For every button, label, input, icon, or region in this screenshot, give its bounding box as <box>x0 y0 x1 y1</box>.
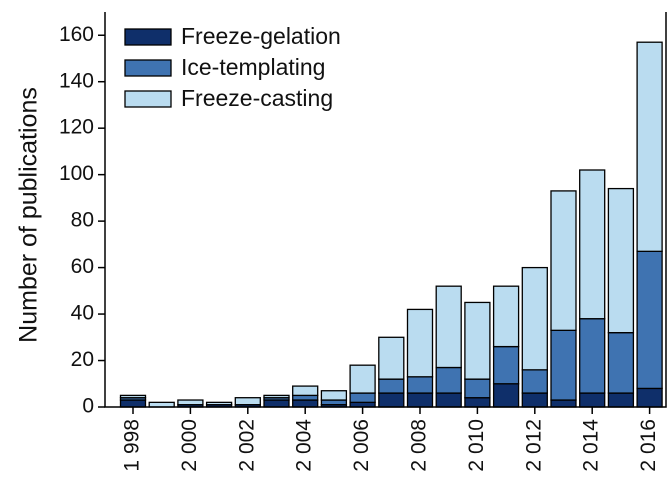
legend-label: Ice-templating <box>181 54 325 80</box>
bar-segment <box>378 378 405 394</box>
bar-segment <box>464 378 491 399</box>
x-tick-label: 2 004 <box>293 419 316 472</box>
bar-segment <box>234 397 261 406</box>
bar-segment <box>636 41 663 252</box>
bar-segment <box>205 401 233 406</box>
legend-swatch <box>124 59 172 77</box>
bar-segment <box>579 392 606 408</box>
bar-segment <box>177 399 204 406</box>
legend-swatch <box>124 90 172 108</box>
x-tick-label: 2 010 <box>465 419 488 472</box>
bar-segment <box>263 399 290 408</box>
x-tick-label: 2 012 <box>522 419 545 472</box>
bar-segment <box>435 366 462 394</box>
bar-segment <box>119 394 147 399</box>
bar-segment <box>320 390 348 401</box>
y-tick-label: 120 <box>59 116 94 139</box>
bar-segment <box>607 331 635 394</box>
x-tick-label: 2 002 <box>235 419 258 472</box>
bar-segment <box>119 399 147 408</box>
bar-segment <box>636 250 663 390</box>
y-tick-label: 160 <box>59 23 94 46</box>
bar-segment <box>464 397 491 408</box>
bar-segment <box>521 369 548 394</box>
bar-segment <box>349 392 376 404</box>
bar-segment <box>406 308 434 378</box>
legend-label: Freeze-gelation <box>181 23 341 49</box>
bar-segment <box>435 392 462 408</box>
bar-segment <box>579 169 606 320</box>
bar-segment <box>406 392 434 408</box>
y-axis-label: Number of publications <box>15 87 43 343</box>
bar-segment <box>492 383 520 408</box>
bar-segment <box>550 190 577 331</box>
bar-segment <box>521 266 548 371</box>
bar-segment <box>607 392 635 408</box>
y-tick-label: 80 <box>71 209 94 232</box>
bar-segment <box>378 392 405 408</box>
bar-segment <box>550 329 577 401</box>
bar-segment <box>378 336 405 380</box>
x-tick-label: 2 014 <box>580 419 603 472</box>
x-tick-label: 2 000 <box>178 419 201 472</box>
x-tick-label: 2 006 <box>350 419 373 472</box>
x-tick-label: 1 998 <box>121 419 144 472</box>
bar-segment <box>292 385 319 397</box>
bar-segment <box>263 394 290 399</box>
bar-segment <box>636 387 663 408</box>
bar-segment <box>349 364 376 394</box>
bar-segment <box>607 187 635 334</box>
bar-segment <box>406 376 434 394</box>
y-tick-label: 20 <box>71 348 94 371</box>
axes <box>104 12 667 408</box>
bar-segment <box>320 399 348 406</box>
bar-segment <box>435 285 462 369</box>
y-tick-label: 100 <box>59 162 94 185</box>
x-tick-label: 2 008 <box>408 419 431 472</box>
bar-segment <box>492 345 520 385</box>
y-tick-label: 60 <box>71 255 94 278</box>
bar-segment <box>292 394 319 401</box>
y-tick-label: 40 <box>71 302 94 325</box>
bar-segment <box>579 318 606 394</box>
bar-segment <box>550 399 577 408</box>
bar-segment <box>464 301 491 380</box>
legend-swatch <box>124 28 172 46</box>
x-tick-label: 2 016 <box>637 419 660 472</box>
y-tick-label: 140 <box>59 69 94 92</box>
bar-segment <box>492 285 520 348</box>
bar-segment <box>521 392 548 408</box>
bar-segment <box>292 399 319 408</box>
legend-label: Freeze-casting <box>181 85 333 111</box>
y-tick-label: 0 <box>82 395 94 418</box>
